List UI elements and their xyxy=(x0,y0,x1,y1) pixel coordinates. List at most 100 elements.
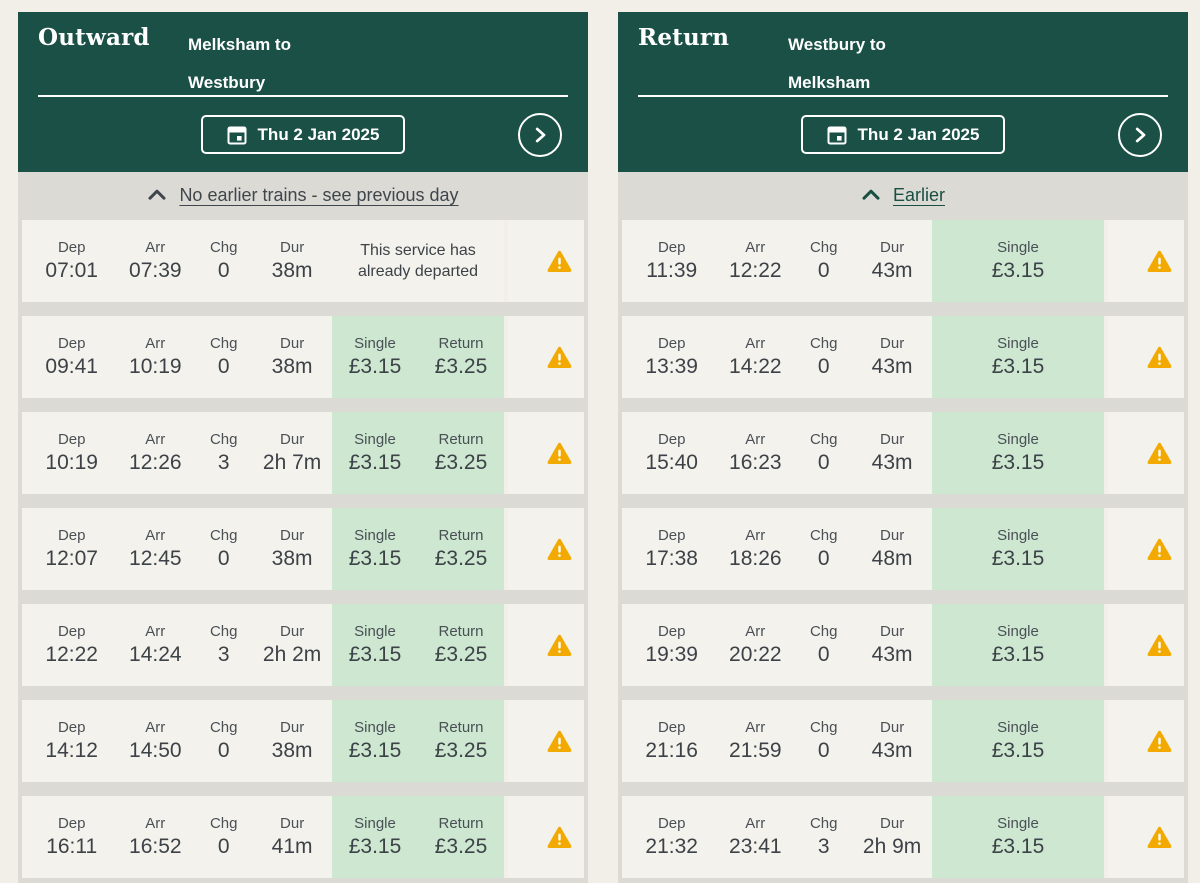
warning-cell[interactable] xyxy=(1104,796,1184,878)
duration: Dur 43m xyxy=(852,623,932,667)
warning-cell[interactable] xyxy=(504,604,584,686)
duration: Dur 43m xyxy=(852,431,932,475)
warning-cell[interactable] xyxy=(1104,700,1184,782)
arrival-time: Arr 23:41 xyxy=(715,815,795,859)
journey-row[interactable]: Dep 16:11 Arr 16:52 Chg 0 Dur 41m Single £3.15 Ret… xyxy=(22,796,584,878)
fares[interactable]: Single £3.15 Return £3.25 xyxy=(332,604,504,686)
warning-cell[interactable] xyxy=(504,508,584,590)
departure-time-header: Dep xyxy=(57,239,86,256)
journey-times: Dep 12:22 Arr 14:24 Chg 3 Dur 2h 2m xyxy=(22,604,332,686)
journey-row[interactable]: Dep 21:16 Arr 21:59 Chg 0 Dur 43m Single £3.15 xyxy=(622,700,1184,782)
warning-cell[interactable] xyxy=(1104,220,1184,302)
arrival-time: Arr 14:50 xyxy=(115,719,195,763)
fares[interactable]: Single £3.15 xyxy=(932,412,1104,494)
fares[interactable]: Single £3.15 Return £3.25 xyxy=(332,796,504,878)
single-fare-header: Single xyxy=(354,719,396,736)
warning-cell[interactable] xyxy=(1104,316,1184,398)
fares[interactable]: Single £3.15 xyxy=(932,700,1104,782)
journey-row[interactable]: Dep 19:39 Arr 20:22 Chg 0 Dur 43m Single £3.15 xyxy=(622,604,1184,686)
duration-value: 2h 2m xyxy=(262,643,322,666)
warning-triangle-icon xyxy=(1147,250,1172,272)
departure-time-header: Dep xyxy=(657,623,686,640)
calendar-icon xyxy=(827,126,847,145)
duration: Dur 2h 9m xyxy=(852,815,932,859)
changes: Chg 3 xyxy=(795,815,852,859)
journey-times: Dep 13:39 Arr 14:22 Chg 0 Dur 43m xyxy=(622,316,932,398)
fares[interactable]: Single £3.15 Return £3.25 xyxy=(332,412,504,494)
warning-cell[interactable] xyxy=(504,220,584,302)
fares[interactable]: Single £3.15 xyxy=(932,316,1104,398)
journey-row[interactable]: Dep 12:07 Arr 12:45 Chg 0 Dur 38m Single £3.15 Ret… xyxy=(22,508,584,590)
single-fare: Single £3.15 xyxy=(332,335,418,379)
changes: Chg 0 xyxy=(195,335,252,379)
departure-time-header: Dep xyxy=(57,815,86,832)
duration: Dur 43m xyxy=(852,719,932,763)
departure-time: Dep 07:01 xyxy=(28,239,115,283)
warning-cell[interactable] xyxy=(1104,508,1184,590)
departure-time: Dep 12:07 xyxy=(28,527,115,571)
journey-row[interactable]: Dep 10:19 Arr 12:26 Chg 3 Dur 2h 7m Single £3.15 R… xyxy=(22,412,584,494)
arrival-time-value: 10:19 xyxy=(129,355,182,378)
changes-header: Chg xyxy=(809,431,838,448)
journey-row[interactable]: Dep 07:01 Arr 07:39 Chg 0 Dur 38m This service h… xyxy=(22,220,584,302)
departure-time-value: 19:39 xyxy=(645,643,698,666)
earlier-trains-link[interactable]: No earlier trains - see previous day xyxy=(18,172,588,218)
earlier-link-label: Earlier xyxy=(892,184,945,205)
changes-value: 0 xyxy=(217,355,230,378)
warning-cell[interactable] xyxy=(504,796,584,878)
warning-cell[interactable] xyxy=(504,316,584,398)
journey-row[interactable]: Dep 11:39 Arr 12:22 Chg 0 Dur 43m Single £3.15 xyxy=(622,220,1184,302)
changes-header: Chg xyxy=(809,335,838,352)
warning-cell[interactable] xyxy=(1104,604,1184,686)
arrival-time-header: Arr xyxy=(745,239,766,256)
fares[interactable]: Single £3.15 xyxy=(932,220,1104,302)
single-fare-value: £3.15 xyxy=(991,259,1045,282)
journey-row[interactable]: Dep 21:32 Arr 23:41 Chg 3 Dur 2h 9m Single £3.15 xyxy=(622,796,1184,878)
duration: Dur 38m xyxy=(252,527,332,571)
fares[interactable]: Single £3.15 xyxy=(932,508,1104,590)
duration-value: 41m xyxy=(271,835,313,858)
duration-header: Dur xyxy=(880,815,905,832)
fares[interactable]: Single £3.15 Return £3.25 xyxy=(332,700,504,782)
warning-cell[interactable] xyxy=(504,700,584,782)
warning-triangle-icon xyxy=(1147,538,1172,560)
duration-value: 43m xyxy=(871,451,913,474)
journey-row[interactable]: Dep 12:22 Arr 14:24 Chg 3 Dur 2h 2m Single £3.15 R… xyxy=(22,604,584,686)
single-fare: Single £3.15 xyxy=(932,431,1104,475)
fares[interactable]: Single £3.15 xyxy=(932,796,1104,878)
fares[interactable]: Single £3.15 Return £3.25 xyxy=(332,508,504,590)
next-day-button[interactable] xyxy=(518,112,562,157)
journey-row[interactable]: Dep 13:39 Arr 14:22 Chg 0 Dur 43m Single £3.15 xyxy=(622,316,1184,398)
departure-time: Dep 11:39 xyxy=(628,239,715,283)
arrival-time-value: 14:24 xyxy=(129,643,182,666)
single-fare: Single £3.15 xyxy=(932,815,1104,859)
changes-value: 0 xyxy=(817,547,830,570)
route-origin: Melksham to xyxy=(188,35,291,54)
changes-header: Chg xyxy=(209,719,238,736)
chevron-right-icon xyxy=(535,127,546,142)
journey-row[interactable]: Dep 17:38 Arr 18:26 Chg 0 Dur 48m Single £3.15 xyxy=(622,508,1184,590)
date-picker-button[interactable]: Thu 2 Jan 2025 xyxy=(800,115,1006,154)
journey-row[interactable]: Dep 15:40 Arr 16:23 Chg 0 Dur 43m Single £3.15 xyxy=(622,412,1184,494)
next-day-button[interactable] xyxy=(1118,112,1162,157)
fares[interactable]: Single £3.15 xyxy=(932,604,1104,686)
arrival-time-header: Arr xyxy=(145,527,166,544)
changes-value: 0 xyxy=(817,643,830,666)
changes-value: 0 xyxy=(817,451,830,474)
outward-journey-list: Dep 07:01 Arr 07:39 Chg 0 Dur 38m This service h… xyxy=(18,218,588,883)
duration-header: Dur xyxy=(280,815,305,832)
warning-cell[interactable] xyxy=(1104,412,1184,494)
duration-header: Dur xyxy=(880,623,905,640)
warning-cell[interactable] xyxy=(504,412,584,494)
earlier-trains-link[interactable]: Earlier xyxy=(618,172,1188,218)
date-picker-button[interactable]: Thu 2 Jan 2025 xyxy=(200,115,406,154)
duration: Dur 38m xyxy=(252,335,332,379)
fares[interactable]: Single £3.15 Return £3.25 xyxy=(332,316,504,398)
arrival-time-header: Arr xyxy=(145,623,166,640)
return-fare: Return £3.25 xyxy=(418,815,504,859)
journey-times: Dep 12:07 Arr 12:45 Chg 0 Dur 38m xyxy=(22,508,332,590)
departure-time-value: 13:39 xyxy=(645,355,698,378)
journey-row[interactable]: Dep 09:41 Arr 10:19 Chg 0 Dur 38m Single £3.15 Ret… xyxy=(22,316,584,398)
journey-row[interactable]: Dep 14:12 Arr 14:50 Chg 0 Dur 38m Single £3.15 Ret… xyxy=(22,700,584,782)
